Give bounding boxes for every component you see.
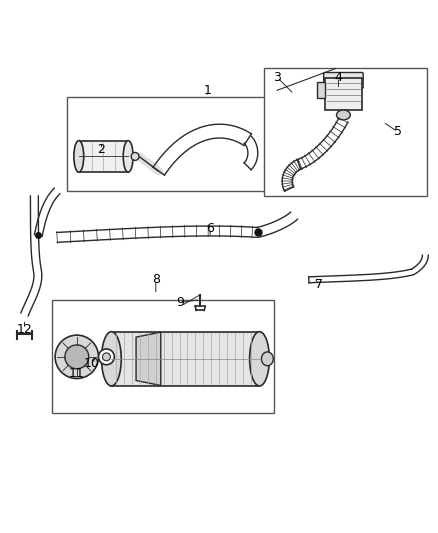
Text: 12: 12 xyxy=(17,322,32,336)
Bar xyxy=(325,78,362,110)
Ellipse shape xyxy=(102,332,121,386)
Bar xyxy=(111,332,259,386)
Bar xyxy=(67,97,269,191)
Circle shape xyxy=(65,345,89,369)
Text: 3: 3 xyxy=(273,71,281,84)
Text: 1: 1 xyxy=(203,84,211,97)
Ellipse shape xyxy=(123,141,133,172)
Bar xyxy=(265,68,427,196)
Circle shape xyxy=(102,353,110,361)
Text: 4: 4 xyxy=(335,71,343,84)
Text: 9: 9 xyxy=(177,296,184,309)
Ellipse shape xyxy=(74,141,84,172)
Bar xyxy=(79,141,128,172)
Text: 6: 6 xyxy=(206,222,214,235)
Text: 2: 2 xyxy=(98,143,106,156)
Text: 10: 10 xyxy=(84,357,99,370)
Text: 8: 8 xyxy=(152,273,160,286)
Polygon shape xyxy=(136,332,161,385)
Ellipse shape xyxy=(261,352,273,366)
Ellipse shape xyxy=(250,332,269,386)
Ellipse shape xyxy=(131,152,139,160)
Text: 5: 5 xyxy=(394,125,402,138)
Ellipse shape xyxy=(336,110,350,120)
Bar xyxy=(317,83,325,98)
Text: 7: 7 xyxy=(315,278,323,291)
Circle shape xyxy=(99,349,114,365)
Text: 11: 11 xyxy=(69,367,85,380)
Circle shape xyxy=(55,335,99,378)
FancyBboxPatch shape xyxy=(324,72,363,88)
Bar xyxy=(52,300,274,413)
